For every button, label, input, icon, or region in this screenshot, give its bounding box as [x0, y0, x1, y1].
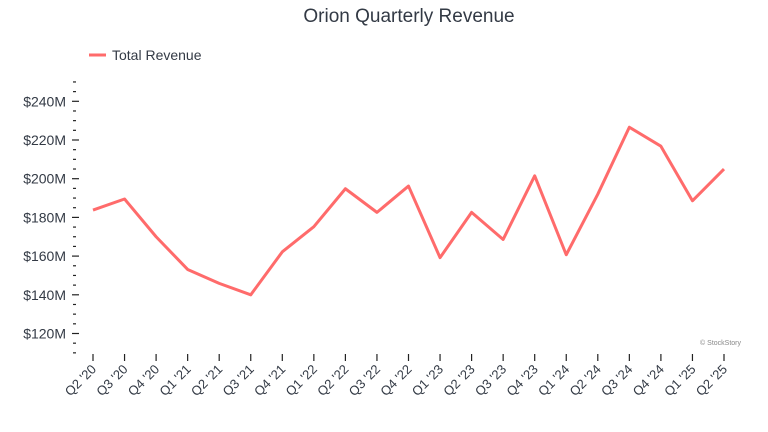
x-tick-label: Q2 '20 [62, 362, 99, 399]
y-tick-label: $160M [23, 248, 66, 264]
x-tick-label: Q2 '25 [693, 362, 730, 399]
y-tick-label: $120M [23, 326, 66, 342]
y-tick-label: $200M [23, 171, 66, 187]
x-tick-label: Q1 '23 [409, 362, 446, 399]
x-tick-label: Q4 '22 [377, 362, 414, 399]
x-tick-label: Q1 '22 [283, 362, 320, 399]
x-tick-label: Q4 '21 [251, 362, 288, 399]
watermark: © StockStory [700, 339, 741, 347]
x-tick-label: Q4 '23 [503, 362, 540, 399]
x-tick-label: Q1 '24 [535, 362, 572, 399]
x-tick-label: Q3 '22 [346, 362, 383, 399]
y-tick-label: $180M [23, 209, 66, 225]
y-tick-label: $220M [23, 132, 66, 148]
x-tick-label: Q1 '21 [156, 362, 193, 399]
x-tick-label: Q2 '21 [188, 362, 225, 399]
x-tick-label: Q4 '20 [125, 362, 162, 399]
x-tick-label: Q1 '25 [661, 362, 698, 399]
legend: Total Revenue [89, 47, 202, 63]
chart-title: Orion Quarterly Revenue [303, 6, 514, 27]
legend-label: Total Revenue [112, 47, 202, 63]
series-line-total-revenue [92, 125, 726, 297]
plot-area [92, 125, 726, 297]
x-tick-label: Q3 '21 [219, 362, 256, 399]
x-tick-label: Q3 '24 [598, 362, 635, 399]
x-tick-label: Q2 '24 [567, 362, 604, 399]
x-tick-label: Q2 '23 [440, 362, 477, 399]
y-tick-label: $240M [23, 93, 66, 109]
y-axis: $120M $140M $160M $180M $200M $220M $240M [23, 81, 79, 354]
x-tick-label: Q3 '23 [472, 362, 509, 399]
y-tick-label: $140M [23, 287, 66, 303]
x-tick-label: Q2 '22 [314, 362, 351, 399]
x-tick-label: Q3 '20 [93, 362, 130, 399]
x-tick-label: Q4 '24 [630, 362, 667, 399]
